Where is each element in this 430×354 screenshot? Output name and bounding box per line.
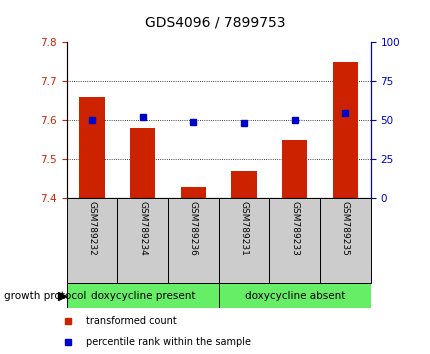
Bar <box>67 198 117 283</box>
Text: GSM789234: GSM789234 <box>138 201 147 256</box>
Bar <box>281 140 307 198</box>
Bar <box>218 283 370 308</box>
Text: doxycycline absent: doxycycline absent <box>244 291 344 301</box>
Text: transformed count: transformed count <box>86 316 177 326</box>
Bar <box>67 283 218 308</box>
Bar <box>269 198 319 283</box>
Text: percentile rank within the sample: percentile rank within the sample <box>86 337 251 348</box>
Text: GSM789235: GSM789235 <box>340 201 349 256</box>
Bar <box>79 97 104 198</box>
Bar <box>231 171 256 198</box>
Text: GSM789231: GSM789231 <box>239 201 248 256</box>
Bar <box>180 187 206 198</box>
Bar <box>117 198 168 283</box>
Bar <box>218 198 269 283</box>
Text: GSM789232: GSM789232 <box>87 201 96 256</box>
Text: GDS4096 / 7899753: GDS4096 / 7899753 <box>145 16 285 30</box>
Bar <box>168 198 218 283</box>
Text: GSM789236: GSM789236 <box>188 201 197 256</box>
Text: GSM789233: GSM789233 <box>289 201 298 256</box>
Text: doxycycline present: doxycycline present <box>90 291 194 301</box>
Bar <box>319 198 370 283</box>
Bar <box>130 128 155 198</box>
Text: growth protocol: growth protocol <box>4 291 86 301</box>
Bar <box>332 62 357 198</box>
